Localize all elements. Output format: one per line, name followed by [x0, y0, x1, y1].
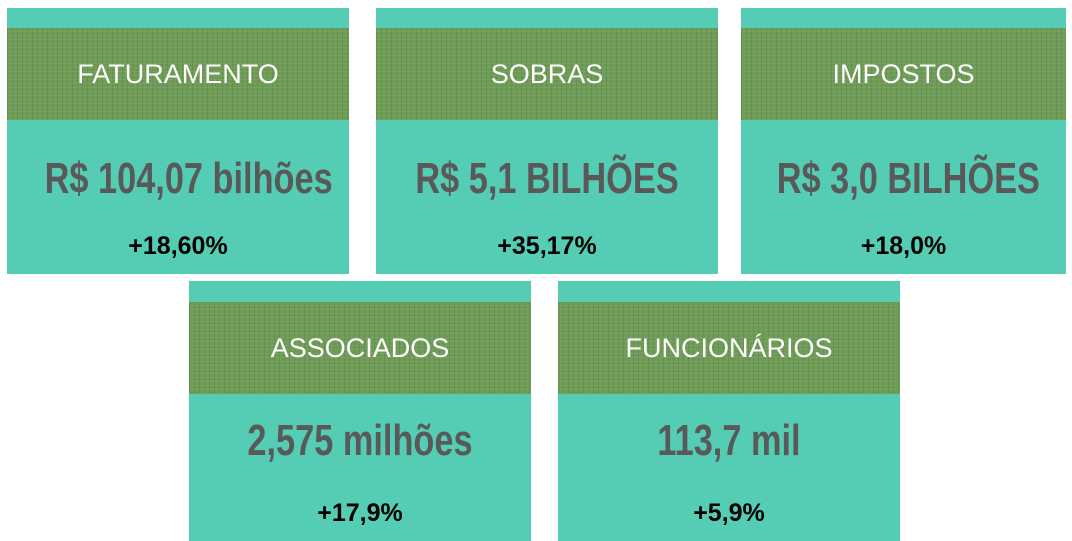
card-title: ASSOCIADOS	[270, 332, 450, 363]
card-header: IMPOSTOS	[741, 28, 1066, 120]
card-change: +35,17%	[497, 232, 597, 260]
card-change: +18,0%	[860, 232, 947, 260]
kpi-card: IMPOSTOS R$ 3,0 BILHÕES +18,0%	[741, 8, 1066, 274]
card-title: FATURAMENTO	[77, 58, 279, 89]
card-header: FUNCIONÁRIOS	[558, 302, 900, 394]
card-title: IMPOSTOS	[832, 58, 975, 89]
card-value: R$ 3,0 BILHÕES	[776, 154, 1040, 203]
card-value: 113,7 mil	[657, 416, 801, 465]
card-title: FUNCIONÁRIOS	[625, 332, 833, 363]
card-value: 2,575 milhões	[247, 416, 473, 465]
card-value: R$ 5,1 BILHÕES	[415, 154, 679, 203]
card-header: ASSOCIADOS	[189, 302, 531, 394]
card-change: +17,9%	[317, 499, 403, 527]
kpi-card: ASSOCIADOS 2,575 milhões +17,9%	[189, 281, 531, 541]
card-header: SOBRAS	[376, 28, 718, 120]
card-value: R$ 104,07 bilhões	[44, 154, 333, 203]
kpi-card: SOBRAS R$ 5,1 BILHÕES +35,17%	[376, 8, 718, 274]
kpi-card: FUNCIONÁRIOS 113,7 mil +5,9%	[558, 281, 900, 541]
card-title: SOBRAS	[490, 58, 604, 89]
card-change: +18,60%	[128, 232, 228, 260]
card-change: +5,9%	[693, 499, 765, 527]
card-header: FATURAMENTO	[7, 28, 349, 120]
kpi-card: FATURAMENTO R$ 104,07 bilhões +18,60%	[7, 8, 349, 274]
